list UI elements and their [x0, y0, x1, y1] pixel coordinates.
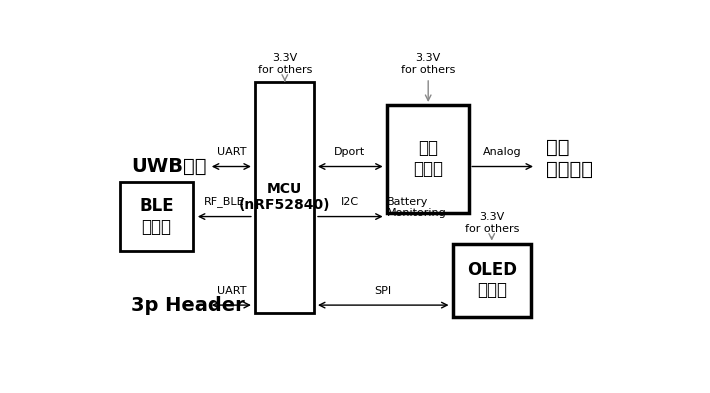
Bar	[256, 82, 314, 313]
Text: 3.3V
for others: 3.3V for others	[464, 212, 519, 233]
Text: 3.3V
for others: 3.3V for others	[401, 53, 455, 75]
Text: UWB보드: UWB보드	[131, 157, 207, 176]
Text: SPI: SPI	[375, 286, 392, 296]
Bar	[387, 105, 469, 213]
Text: 3.3V
for others: 3.3V for others	[258, 53, 312, 75]
Text: 센서
구동부: 센서 구동부	[413, 140, 443, 178]
Bar	[120, 182, 193, 251]
Text: Battery
Monitoring: Battery Monitoring	[387, 196, 447, 218]
Text: UART: UART	[217, 147, 246, 157]
Text: 3p Header: 3p Header	[131, 296, 245, 315]
Text: BLE
안테나: BLE 안테나	[139, 197, 174, 236]
Text: 인체
정전기값: 인체 정전기값	[546, 138, 593, 179]
Text: Dport: Dport	[334, 147, 366, 157]
Text: I2C: I2C	[341, 197, 359, 208]
Text: OLED
구동부: OLED 구동부	[466, 261, 517, 299]
Bar	[453, 244, 530, 317]
Text: UART: UART	[217, 286, 246, 296]
Text: MCU
(nRF52840): MCU (nRF52840)	[239, 182, 330, 212]
Text: RF_BLE: RF_BLE	[204, 196, 245, 208]
Text: Analog: Analog	[484, 147, 522, 157]
